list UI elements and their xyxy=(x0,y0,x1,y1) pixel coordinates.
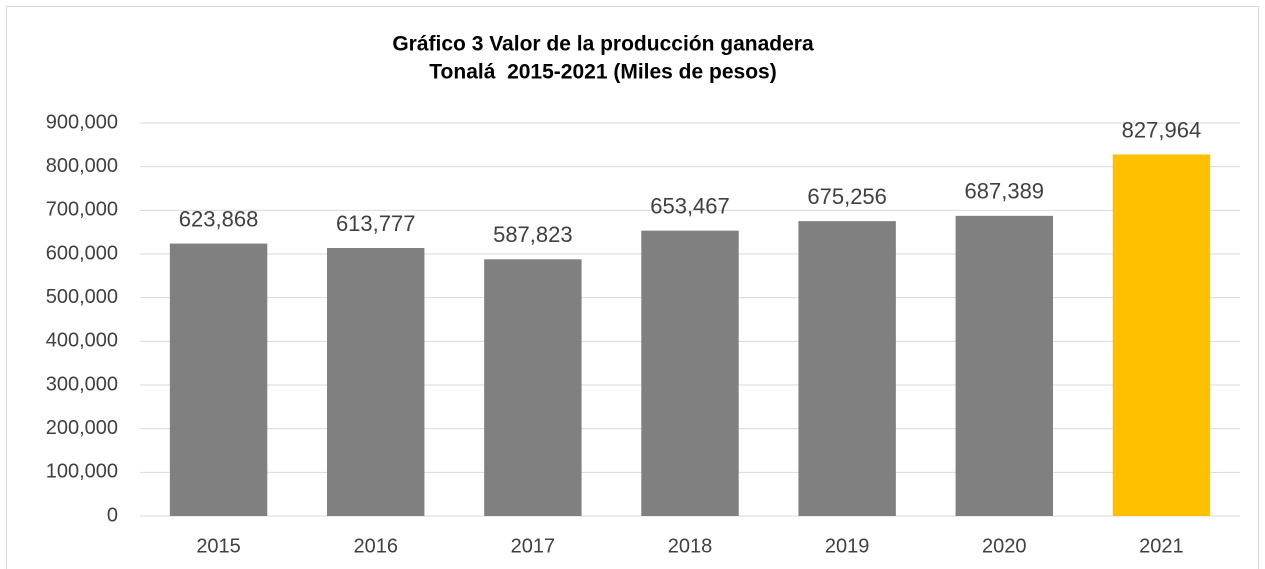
data-label: 623,868 xyxy=(179,206,259,231)
y-tick-label: 200,000 xyxy=(46,417,118,439)
y-tick-label: 900,000 xyxy=(46,111,118,133)
bar xyxy=(641,230,739,516)
y-tick-label: 0 xyxy=(107,504,118,526)
y-tick-label: 400,000 xyxy=(46,330,118,352)
bar xyxy=(484,259,582,516)
x-tick-label: 2020 xyxy=(982,535,1027,557)
bar xyxy=(798,221,896,516)
y-tick-label: 700,000 xyxy=(46,199,118,221)
chart-title: Gráfico 3 Valor de la producción ganader… xyxy=(392,33,814,56)
bar xyxy=(1112,154,1211,516)
bar xyxy=(327,247,425,516)
x-tick-label: 2016 xyxy=(353,535,398,557)
x-tick-label: 2019 xyxy=(825,535,870,557)
data-label: 613,777 xyxy=(336,211,416,236)
y-tick-label: 100,000 xyxy=(46,461,118,483)
x-tick-label: 2018 xyxy=(668,535,713,557)
data-label: 653,467 xyxy=(650,193,730,218)
bar xyxy=(955,215,1053,516)
y-tick-label: 800,000 xyxy=(46,155,118,177)
data-label: 687,389 xyxy=(965,179,1045,204)
y-tick-label: 300,000 xyxy=(46,373,118,395)
bar xyxy=(169,243,268,516)
y-tick-label: 500,000 xyxy=(46,286,118,308)
data-label: 827,964 xyxy=(1122,117,1202,142)
x-tick-label: 2017 xyxy=(511,535,556,557)
data-label: 587,823 xyxy=(493,222,573,247)
x-tick-label: 2015 xyxy=(196,535,241,557)
chart-subtitle: Tonalá 2015-2021 (Miles de pesos) xyxy=(429,61,776,84)
y-tick-label: 600,000 xyxy=(46,242,118,264)
x-tick-label: 2021 xyxy=(1139,535,1184,557)
data-label: 675,256 xyxy=(807,184,887,209)
